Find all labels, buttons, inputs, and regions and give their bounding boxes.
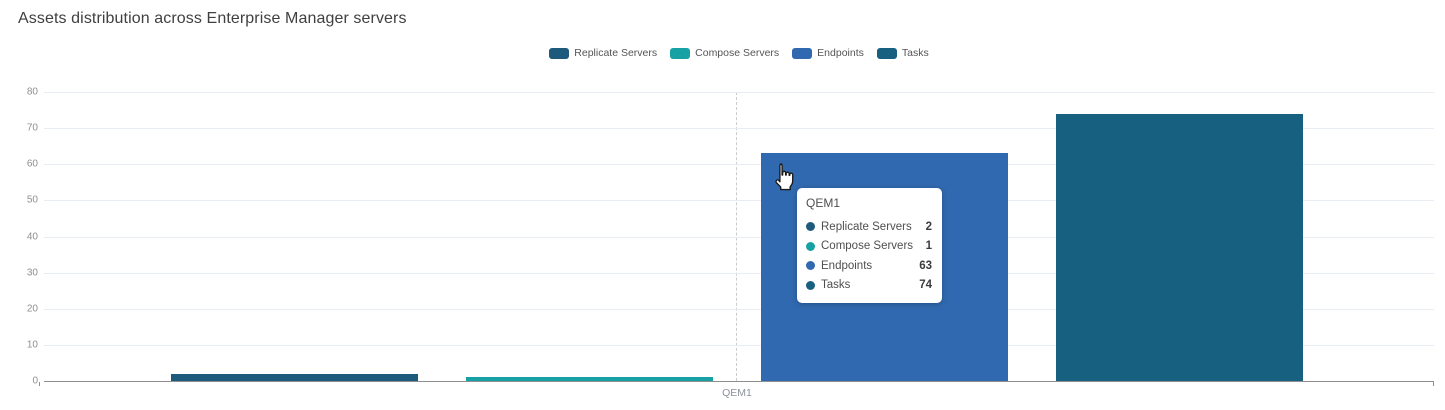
y-tick-label: 0 bbox=[32, 375, 38, 387]
series-dot-icon bbox=[806, 222, 815, 232]
series-dot-icon bbox=[806, 280, 815, 290]
legend-label: Endpoints bbox=[817, 47, 864, 59]
y-tick-label: 70 bbox=[26, 122, 38, 134]
y-tick-label: 60 bbox=[26, 158, 38, 170]
gridline bbox=[44, 128, 1434, 130]
chart-title: Assets distribution across Enterprise Ma… bbox=[18, 10, 407, 27]
gridline bbox=[44, 308, 1434, 310]
legend-label: Compose Servers bbox=[695, 47, 780, 59]
legend-swatch-icon bbox=[876, 47, 897, 59]
x-axis-left-tick bbox=[39, 382, 40, 386]
y-tick-label: 10 bbox=[26, 339, 38, 351]
tooltip-rows: Replicate Servers 2 Compose Servers 1 Endpoi… bbox=[806, 217, 932, 295]
series-dot-icon bbox=[806, 241, 815, 251]
y-tick-label: 40 bbox=[26, 231, 38, 242]
gridline bbox=[44, 92, 1434, 93]
gridline bbox=[44, 164, 1434, 166]
gridline bbox=[44, 236, 1434, 238]
chart-legend: Replicate Servers Compose Servers Endpoint… bbox=[44, 47, 1434, 59]
x-axis-line bbox=[44, 381, 1434, 382]
tooltip-series-value: 1 bbox=[925, 240, 932, 253]
bar-replicate-servers[interactable] bbox=[171, 373, 418, 381]
tooltip-row: Replicate Servers 2 bbox=[806, 217, 932, 237]
tooltip-row: Tasks 74 bbox=[806, 276, 932, 296]
y-tick-label: 30 bbox=[26, 267, 38, 279]
legend-label: Replicate Servers bbox=[574, 47, 658, 59]
tooltip-series-value: 74 bbox=[919, 279, 932, 292]
legend-swatch-icon bbox=[670, 47, 691, 59]
x-axis-right-tick bbox=[1433, 382, 1434, 386]
y-tick-label: 80 bbox=[26, 86, 38, 98]
bar-compose-servers[interactable] bbox=[466, 377, 713, 381]
tooltip-series-label: Compose Servers bbox=[821, 240, 914, 253]
series-dot-icon bbox=[806, 261, 815, 271]
gridline bbox=[44, 344, 1434, 346]
gridline bbox=[44, 200, 1434, 202]
legend-swatch-icon bbox=[792, 47, 813, 59]
tooltip-series-label: Replicate Servers bbox=[821, 220, 912, 233]
gridline bbox=[44, 272, 1434, 274]
chart-tooltip: QEM1 Replicate Servers 2 Compose Servers 1 E… bbox=[797, 188, 942, 303]
legend-item-compose-servers[interactable]: Compose Servers bbox=[670, 47, 779, 59]
legend-label: Tasks bbox=[901, 47, 929, 59]
legend-item-replicate-servers[interactable]: Replicate Servers bbox=[549, 47, 657, 59]
tooltip-title: QEM1 bbox=[806, 196, 841, 210]
legend-swatch-icon bbox=[549, 47, 570, 59]
tooltip-row: Compose Servers 1 bbox=[806, 237, 932, 257]
tooltip-series-value: 63 bbox=[919, 259, 932, 272]
bar-tasks[interactable] bbox=[1056, 113, 1303, 381]
tooltip-row: Endpoints 63 bbox=[806, 256, 932, 276]
y-tick-label: 50 bbox=[26, 194, 38, 206]
x-category-label: QEM1 bbox=[722, 387, 752, 399]
tooltip-series-value: 2 bbox=[925, 220, 932, 233]
tooltip-series-label: Endpoints bbox=[821, 259, 873, 272]
y-tick-label: 20 bbox=[26, 303, 38, 315]
legend-item-tasks[interactable]: Tasks bbox=[876, 47, 929, 59]
tooltip-series-label: Tasks bbox=[821, 279, 851, 292]
legend-item-endpoints[interactable]: Endpoints bbox=[792, 47, 864, 59]
hand-cursor-icon bbox=[775, 163, 794, 191]
